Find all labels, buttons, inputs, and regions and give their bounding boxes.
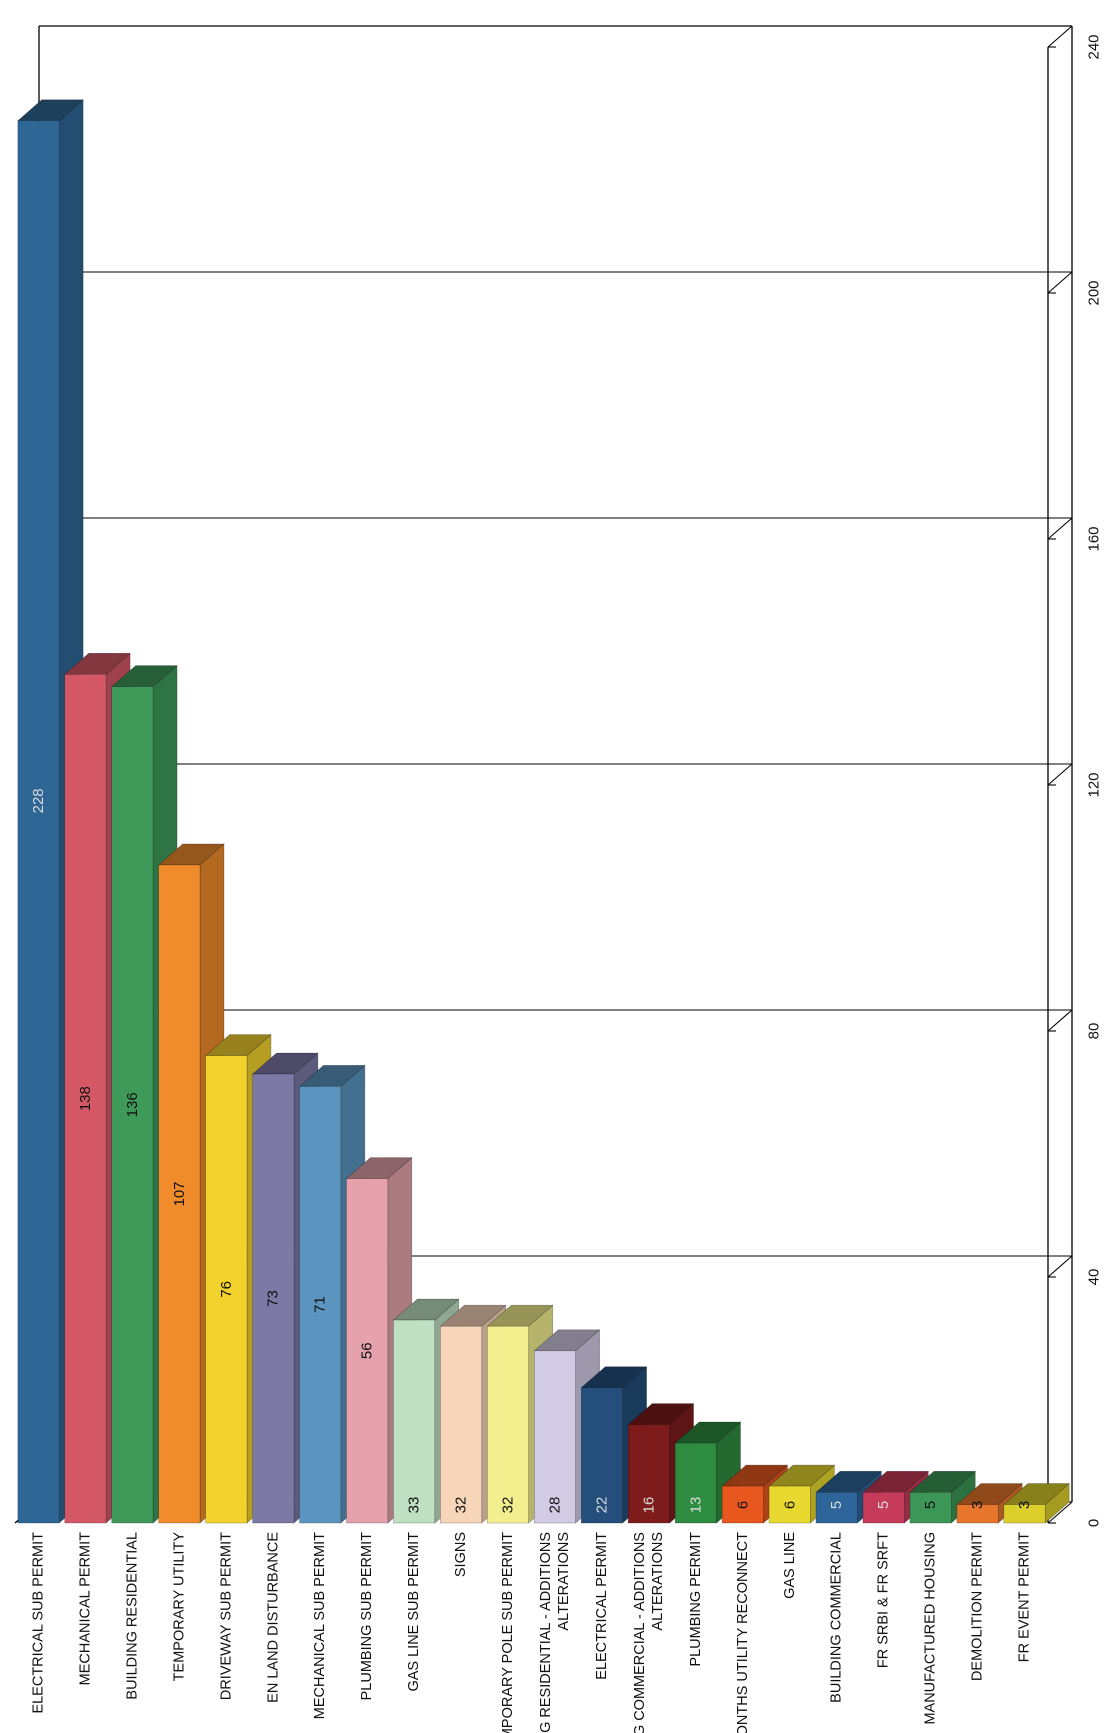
category-label: GAS LINE SUB PERMIT: [406, 1532, 422, 1692]
category-label: MECHANICAL PERMIT: [77, 1532, 93, 1685]
data-label: 5: [875, 1501, 892, 1509]
data-label: 13: [687, 1497, 704, 1514]
data-label: 32: [500, 1497, 517, 1514]
data-label: 5: [828, 1501, 845, 1509]
category-label: BUILDING RESIDENTIAL - ADDITIONS: [538, 1532, 554, 1733]
data-label: 6: [781, 1501, 798, 1509]
tick-label: 160: [1086, 526, 1103, 551]
data-label: 138: [77, 1086, 94, 1111]
bar-front: [909, 1491, 952, 1524]
bar-front: [393, 1319, 436, 1524]
category-label: MANUFACTURED HOUSING: [923, 1532, 939, 1725]
data-label: 136: [124, 1092, 141, 1117]
bar-front: [487, 1325, 529, 1524]
data-label: 5: [922, 1501, 939, 1509]
bar-front: [721, 1485, 764, 1524]
category-label: ELECTRICAL SUB PERMIT: [30, 1532, 46, 1714]
bar-front: [252, 1073, 295, 1524]
gridline-depth: [1047, 271, 1073, 294]
bar-front: [956, 1504, 999, 1524]
tick-label: 40: [1086, 1269, 1103, 1286]
bar-front: [440, 1325, 483, 1524]
category-label: MECHANICAL SUB PERMIT: [312, 1532, 328, 1719]
bar-front: [1003, 1504, 1046, 1524]
bar-front: [205, 1055, 248, 1524]
data-label: 32: [453, 1497, 470, 1514]
tick-label: 80: [1086, 1023, 1103, 1040]
category-label: ALTERATIONS: [650, 1532, 666, 1631]
data-label: 56: [359, 1342, 376, 1359]
bar-front: [674, 1442, 717, 1524]
data-label: 73: [265, 1290, 282, 1307]
category-label: PLUMBING SUB PERMIT: [359, 1532, 375, 1701]
category-label: GAS LINE: [782, 1532, 798, 1599]
data-label: 33: [406, 1497, 423, 1514]
category-label: ELECTRICAL PERMIT: [594, 1532, 610, 1680]
bar: 3: [1003, 1482, 1070, 1524]
category-label: EN LAND DISTURBANCE: [265, 1532, 281, 1703]
data-label: 76: [218, 1281, 235, 1298]
tick-label: 240: [1086, 34, 1103, 59]
category-label: FR SRBI & FR SRFT: [876, 1532, 892, 1668]
category-label: ALTERATIONS: [556, 1532, 572, 1631]
category-label: 6 MONTHS UTILITY RECONNECT: [735, 1532, 751, 1733]
bar-front: [580, 1387, 623, 1524]
gridline-depth: [1047, 25, 1073, 48]
data-label: 71: [312, 1296, 329, 1313]
gridline-depth: [1047, 517, 1073, 540]
category-label: DRIVEWAY SUB PERMIT: [218, 1532, 234, 1700]
data-label: 16: [640, 1497, 657, 1514]
bar-front: [299, 1086, 342, 1524]
category-label: SIGNS: [453, 1532, 469, 1577]
category-label: BUILDING COMMERCIAL - ADDITIONS: [632, 1532, 648, 1733]
bar-front: [627, 1424, 670, 1524]
data-label: 3: [969, 1501, 986, 1509]
data-label: 107: [171, 1181, 188, 1206]
gridline-depth: [1047, 1255, 1073, 1278]
data-label: 28: [546, 1497, 563, 1514]
category-label: FR EVENT PERMIT: [1017, 1532, 1033, 1662]
bar-front: [768, 1485, 811, 1524]
bar-front: [64, 673, 107, 1524]
category-label: TEMPORARY POLE SUB PERMIT: [500, 1532, 516, 1733]
category-label: DEMOLITION PERMIT: [970, 1532, 986, 1681]
tick-label: 200: [1086, 280, 1103, 305]
bar-front: [815, 1491, 858, 1524]
gridline-depth: [1047, 1501, 1073, 1524]
bar-front: [346, 1178, 389, 1524]
bar-front: [111, 686, 154, 1524]
category-label: PLUMBING PERMIT: [688, 1532, 704, 1667]
value-axis-ticks: 0 40 80 120 160 200 240: [1048, 34, 1103, 1527]
category-label: BUILDING COMMERCIAL: [829, 1532, 845, 1703]
data-label: 228: [30, 788, 47, 813]
gridline-depth: [1047, 1009, 1073, 1032]
category-label: TEMPORARY UTILITY: [171, 1532, 187, 1682]
gridline-depth: [1047, 763, 1073, 786]
data-label: 3: [1016, 1501, 1033, 1509]
bar-front: [862, 1491, 905, 1524]
category-axis-labels: ELECTRICAL SUB PERMIT MECHANICAL PERMIT BU…: [30, 1532, 1032, 1733]
tick-label: 0: [1086, 1519, 1103, 1527]
tick-label: 120: [1086, 772, 1103, 797]
bar-front: [158, 864, 201, 1524]
bar-front: [17, 120, 60, 1524]
category-label: BUILDING RESIDENTIAL: [124, 1532, 140, 1700]
data-label: 6: [734, 1501, 751, 1509]
data-label: 22: [593, 1497, 610, 1514]
bar-front: [534, 1350, 576, 1524]
